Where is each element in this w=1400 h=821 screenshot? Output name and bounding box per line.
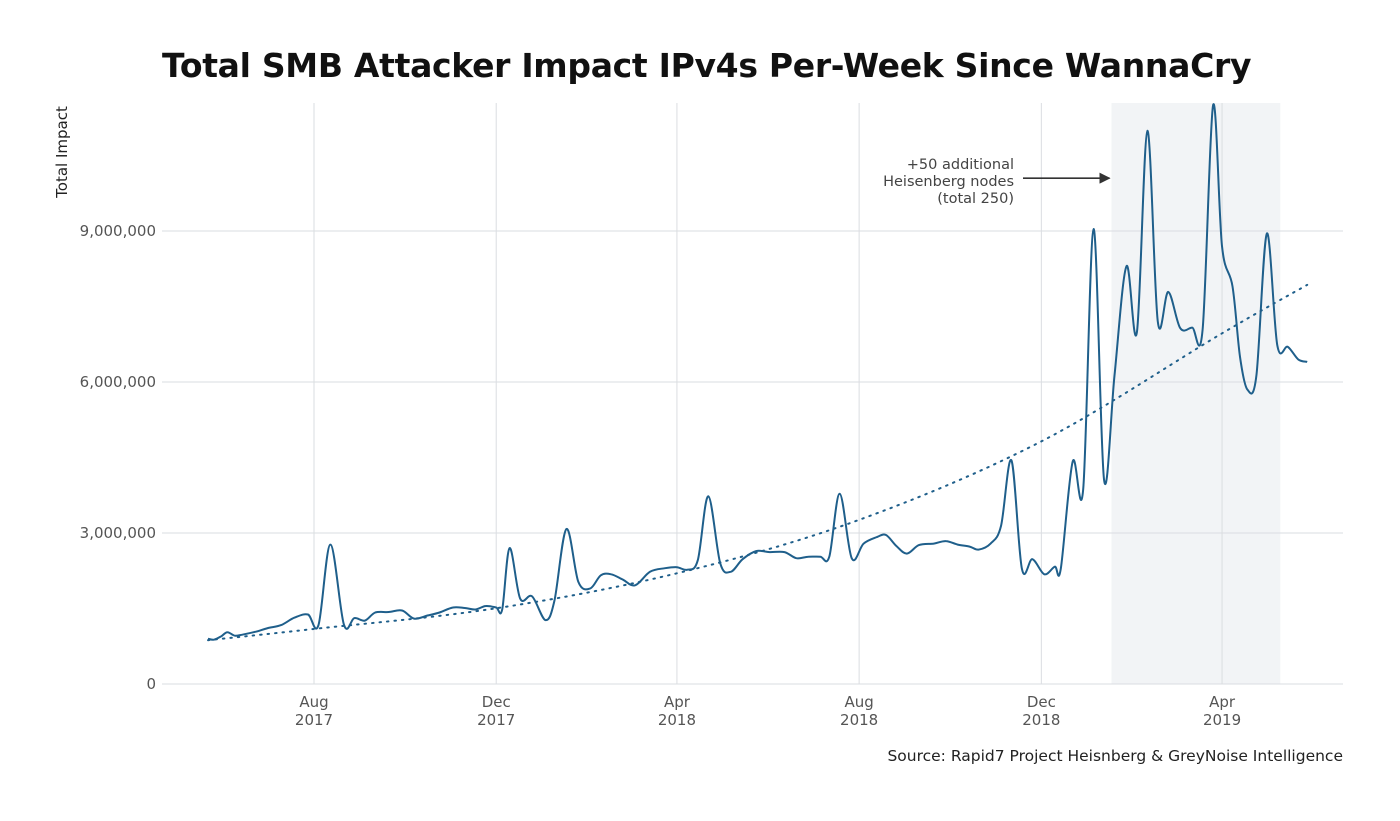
x-tick-label: Aug 2017 [295, 693, 333, 729]
x-tick-label: Dec 2018 [1022, 693, 1060, 729]
x-tick-label: Apr 2018 [658, 693, 696, 729]
y-tick-label: 9,000,000 [80, 222, 156, 240]
highlight-region [1111, 103, 1281, 684]
x-tick-label: Aug 2018 [840, 693, 878, 729]
source-note: Source: Rapid7 Project Heisnberg & GreyN… [887, 747, 1343, 765]
x-tick-label: Dec 2017 [477, 693, 515, 729]
y-axis-label: Total Impact [53, 106, 71, 199]
y-tick-label: 6,000,000 [80, 373, 156, 391]
impact-series-line [207, 103, 1308, 641]
y-tick-label: 0 [146, 675, 156, 693]
y-tick-label: 3,000,000 [80, 524, 156, 542]
x-tick-label: Apr 2019 [1203, 693, 1241, 729]
annotation-text: +50 additional Heisenberg nodes (total 250… [883, 157, 1014, 207]
trend-line [207, 283, 1309, 642]
chart-title: Total SMB Attacker Impact IPv4s Per-Week… [162, 46, 1252, 85]
